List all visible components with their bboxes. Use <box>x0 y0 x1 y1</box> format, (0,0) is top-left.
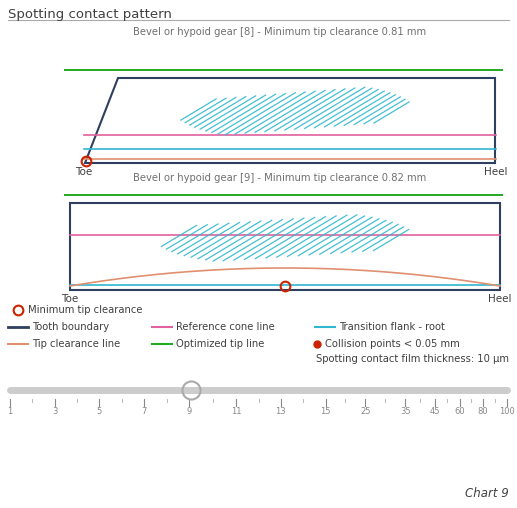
Text: Toe: Toe <box>75 167 93 177</box>
Text: 1: 1 <box>7 407 12 416</box>
Text: 35: 35 <box>400 407 410 416</box>
Text: 13: 13 <box>276 407 286 416</box>
Text: Toe: Toe <box>62 294 79 304</box>
Text: Collision points < 0.05 mm: Collision points < 0.05 mm <box>325 339 460 349</box>
Text: 45: 45 <box>430 407 440 416</box>
Text: 7: 7 <box>142 407 147 416</box>
Text: 15: 15 <box>321 407 331 416</box>
Text: Spotting contact film thickness: 10 μm: Spotting contact film thickness: 10 μm <box>316 354 509 364</box>
Text: Bevel or hypoid gear [8] - Minimum tip clearance 0.81 mm: Bevel or hypoid gear [8] - Minimum tip c… <box>133 27 427 37</box>
Text: Transition flank - root: Transition flank - root <box>339 322 445 332</box>
Text: Bevel or hypoid gear [9] - Minimum tip clearance 0.82 mm: Bevel or hypoid gear [9] - Minimum tip c… <box>133 173 427 183</box>
Text: Tooth boundary: Tooth boundary <box>32 322 109 332</box>
Text: 60: 60 <box>454 407 465 416</box>
Text: 100: 100 <box>499 407 515 416</box>
Text: Heel: Heel <box>484 167 508 177</box>
Text: 9: 9 <box>186 407 191 416</box>
Text: 25: 25 <box>360 407 371 416</box>
Text: 3: 3 <box>52 407 57 416</box>
Text: 5: 5 <box>97 407 102 416</box>
Text: Reference cone line: Reference cone line <box>176 322 275 332</box>
Text: Spotting contact pattern: Spotting contact pattern <box>8 8 172 21</box>
Text: Optimized tip line: Optimized tip line <box>176 339 264 349</box>
Text: 80: 80 <box>478 407 489 416</box>
Text: Minimum tip clearance: Minimum tip clearance <box>28 305 143 315</box>
Text: Heel: Heel <box>488 294 512 304</box>
Text: Chart 9: Chart 9 <box>465 487 509 500</box>
Text: 11: 11 <box>231 407 241 416</box>
Text: Tip clearance line: Tip clearance line <box>32 339 120 349</box>
